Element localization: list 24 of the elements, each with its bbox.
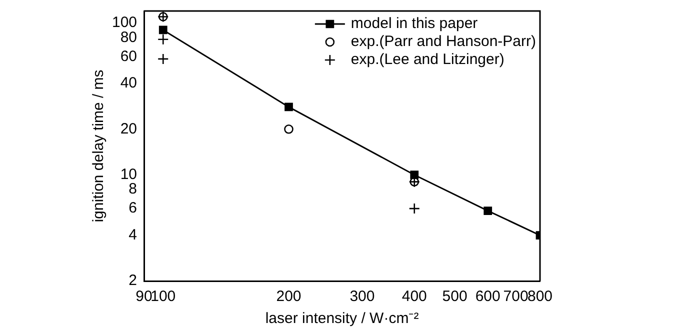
y-tick-label: 2 <box>128 272 138 290</box>
legend-label: model in this paper <box>350 15 478 32</box>
x-tick-label: 800 <box>527 288 553 306</box>
x-tick-label: 200 <box>276 288 302 306</box>
x-tick-label: 600 <box>475 288 500 306</box>
y-tick-label: 6 <box>128 200 138 217</box>
legend-label: exp.(Parr and Hanson-Parr) <box>350 33 536 50</box>
x-tick-label: 90 <box>136 288 152 306</box>
y-tick-label: 10 <box>120 166 138 184</box>
x-tick-label: 400 <box>402 288 427 306</box>
y-axis-title: ignition delay time / ms <box>90 70 108 222</box>
x-tick-label: 700 <box>503 288 528 306</box>
x-tick-label: 100 <box>150 288 176 306</box>
legend-label: exp.(Lee and Litzinger) <box>350 51 504 68</box>
y-tick-label: 8 <box>128 180 138 198</box>
y-tick-label: 100 <box>112 14 138 32</box>
x-tick-label: 300 <box>350 288 375 306</box>
x-axis-title: laser intensity / W·cm⁻² <box>265 310 419 328</box>
y-tick-label: 20 <box>120 120 138 138</box>
x-tick-label: 500 <box>442 288 468 306</box>
y-tick-label: 40 <box>120 74 138 92</box>
y-tick-label: 80 <box>120 28 138 46</box>
y-tick-label: 4 <box>128 226 138 244</box>
y-tick-label: 60 <box>120 48 138 65</box>
